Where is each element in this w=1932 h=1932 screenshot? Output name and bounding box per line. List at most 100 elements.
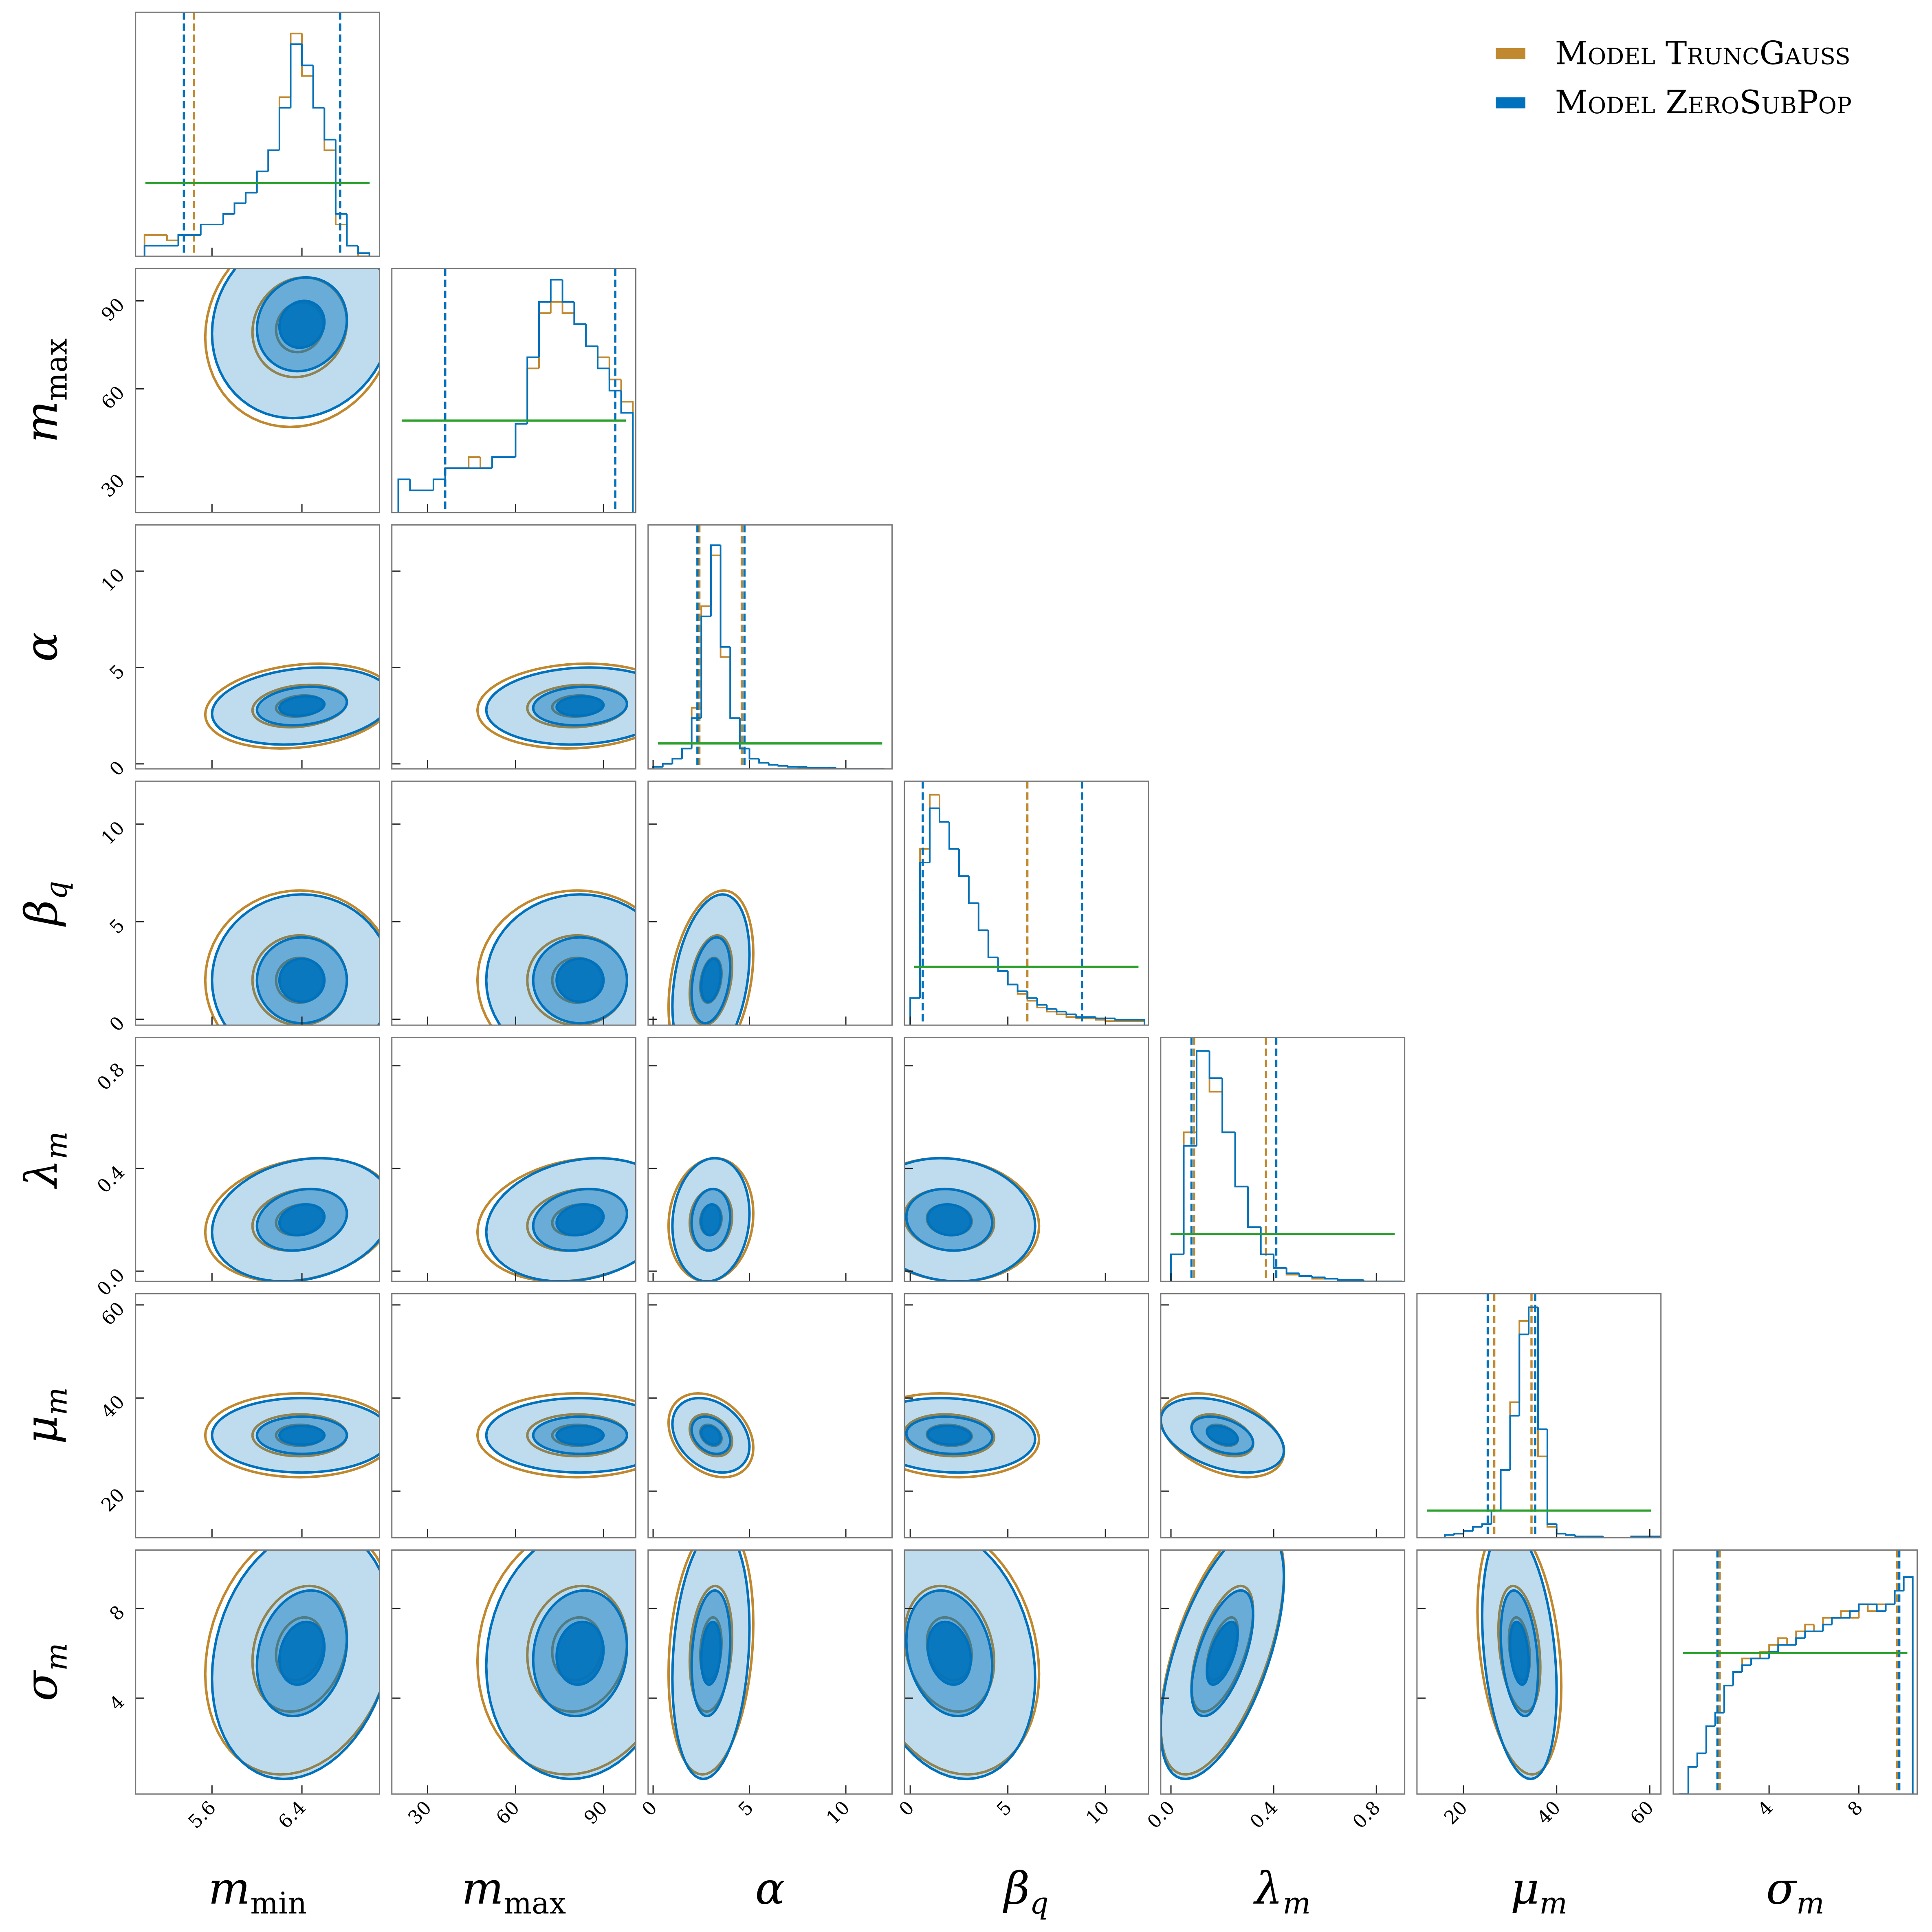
histogram-bin: [1723, 1685, 1733, 1713]
panel-frame: [135, 1293, 380, 1538]
contour: [700, 1424, 722, 1446]
histograms: [909, 781, 1145, 1025]
y-tick-label: 5: [105, 915, 129, 938]
contours: [204, 1550, 380, 1780]
histogram-bin: [1234, 1132, 1248, 1188]
axis-subscript: q: [1030, 1887, 1048, 1921]
contour: [688, 934, 733, 1025]
histogram-bin: [397, 478, 410, 513]
histogram-bin: [301, 44, 313, 66]
histogram-bin: [409, 479, 422, 491]
x-tick-label: 4: [1754, 1797, 1777, 1820]
histogram-bin: [1509, 1401, 1520, 1470]
histogram-bin: [1696, 1752, 1706, 1767]
y-tick-label: 0.4: [93, 1161, 129, 1197]
histogram-bin: [987, 930, 998, 958]
histogram-bin: [222, 213, 235, 224]
histogram-bin: [585, 324, 598, 347]
histogram-bin: [1490, 1510, 1501, 1524]
histogram-bin: [1472, 1526, 1482, 1531]
contour: [667, 1157, 755, 1282]
panel: [391, 268, 637, 513]
histogram-bin: [573, 301, 586, 325]
contour: [926, 1203, 972, 1237]
histogram-bin: [681, 748, 692, 759]
x-tick-label: 40: [1533, 1797, 1565, 1829]
histogram-bin: [1885, 1603, 1895, 1611]
histogram-bin: [346, 224, 359, 246]
histogram-bin: [919, 861, 930, 998]
histogram-bin: [929, 794, 940, 849]
histogram-bin: [1903, 1576, 1914, 1794]
x-tick-label: 10: [1082, 1797, 1113, 1829]
panel-frame: [391, 1036, 637, 1282]
histograms: [1417, 1294, 1660, 1538]
y-tick-label: 60: [97, 382, 129, 414]
histogram-bin: [958, 849, 969, 877]
contour: [476, 1550, 636, 1776]
x-tick-label: 60: [492, 1797, 524, 1829]
contours: [476, 1550, 636, 1780]
histogram-bin: [1768, 1644, 1778, 1652]
axis-subscript: max: [40, 338, 74, 400]
contours: [667, 1550, 755, 1780]
contour: [476, 889, 636, 1025]
histogram-bin: [729, 647, 740, 719]
histogram-bin: [301, 33, 313, 77]
histogram-bin: [1481, 1523, 1492, 1527]
histogram-bin: [526, 356, 539, 424]
histogram-bin: [346, 213, 359, 246]
y-tick-label: 0: [105, 757, 129, 780]
panel: [647, 524, 893, 770]
panel-frame: [904, 1293, 1149, 1538]
contour: [667, 889, 755, 1025]
contours: [476, 889, 636, 1025]
histogram-bin: [1732, 1671, 1743, 1686]
histogram-bin: [939, 808, 949, 823]
histogram-bin: [143, 245, 156, 257]
y-tick-label: 20: [97, 1484, 129, 1516]
panel: 0 5 10: [97, 524, 380, 780]
histogram-bin: [397, 478, 410, 513]
panel-frame: [1416, 1293, 1662, 1538]
histogram-bin: [573, 313, 586, 325]
axis-label: σm: [15, 1643, 74, 1701]
histogram-bin: [1876, 1603, 1886, 1611]
histogram-bin: [596, 346, 610, 370]
histogram-bin: [1687, 1766, 1697, 1794]
histogram-bin: [357, 246, 370, 257]
histogram-bin: [608, 368, 621, 392]
contours: [904, 1392, 1041, 1479]
histogram-bin: [739, 718, 750, 750]
histogram-bin: [1705, 1725, 1715, 1754]
contour: [1160, 1550, 1285, 1776]
legend-swatch: [1496, 97, 1526, 109]
contour: [278, 1620, 326, 1686]
histogram-bin: [1858, 1603, 1868, 1618]
legend-label: Model TruncGauss: [1555, 34, 1851, 72]
histogram-bin: [444, 467, 457, 480]
panel: [647, 1293, 893, 1538]
histogram-bin: [1453, 1533, 1464, 1535]
contours: [667, 1157, 755, 1282]
x-tick-label: 0.4: [1246, 1797, 1282, 1833]
histogram-bin: [550, 301, 563, 313]
histogram-bin: [1500, 1469, 1510, 1511]
histogram-bin: [222, 213, 235, 224]
histogram-bin: [1208, 1051, 1223, 1093]
contour: [904, 1392, 1041, 1479]
axis-label: mmin: [208, 1862, 307, 1921]
contour: [204, 1550, 380, 1776]
histogram-bin: [1362, 1280, 1377, 1282]
histogram-bin: [1813, 1624, 1823, 1633]
histogram-bin: [1490, 1510, 1501, 1524]
panel: [391, 1293, 637, 1538]
histogram-bin: [681, 748, 692, 759]
histogram-bin: [768, 763, 779, 766]
panel-frame: [1160, 1549, 1406, 1795]
histogram-bin: [1849, 1611, 1859, 1619]
histogram-bin: [720, 545, 731, 648]
contour: [278, 957, 326, 1003]
histogram-bin: [256, 170, 268, 193]
